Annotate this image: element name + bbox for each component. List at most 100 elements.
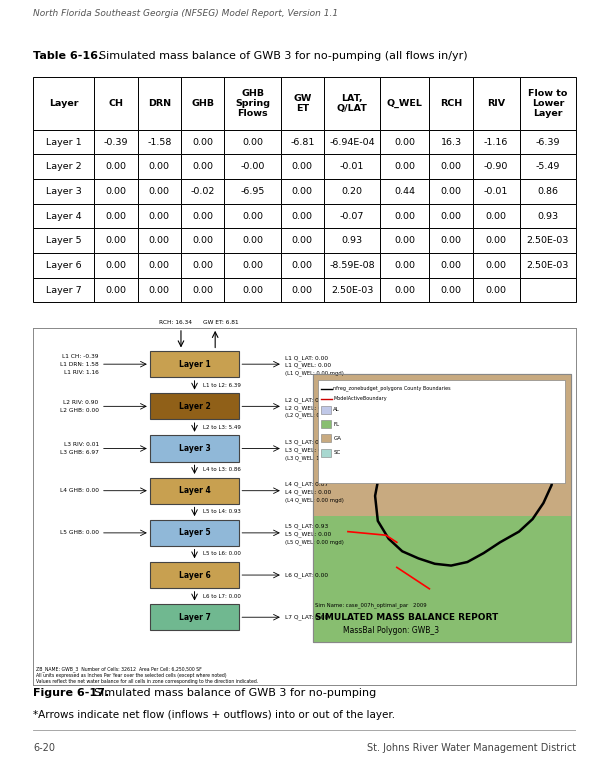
Bar xyxy=(281,155,324,179)
Text: Layer 1: Layer 1 xyxy=(46,138,82,147)
Text: -0.07: -0.07 xyxy=(340,211,364,221)
Bar xyxy=(94,228,138,253)
Bar xyxy=(324,228,380,253)
Bar xyxy=(430,204,473,228)
Text: GHB: GHB xyxy=(191,99,214,108)
Bar xyxy=(520,179,576,204)
Text: Layer 2: Layer 2 xyxy=(46,162,82,171)
Text: RCH: 16.34: RCH: 16.34 xyxy=(159,320,192,326)
Bar xyxy=(430,130,473,155)
Text: AL: AL xyxy=(333,407,340,413)
Bar xyxy=(321,434,331,442)
Text: -6.95: -6.95 xyxy=(241,187,265,196)
Bar xyxy=(94,155,138,179)
Text: 0.00: 0.00 xyxy=(106,187,127,196)
Bar xyxy=(224,155,281,179)
Text: 0.00: 0.00 xyxy=(394,138,415,147)
Text: L3 RIV: 0.01: L3 RIV: 0.01 xyxy=(64,442,99,447)
Text: nfreg_zonebudget_polygons County Boundaries: nfreg_zonebudget_polygons County Boundar… xyxy=(333,385,451,391)
Text: -8.59E-08: -8.59E-08 xyxy=(329,261,375,270)
Text: SC: SC xyxy=(333,450,341,455)
Bar xyxy=(33,179,94,204)
Text: Layer 7: Layer 7 xyxy=(179,613,211,622)
Text: 0.00: 0.00 xyxy=(149,236,170,246)
Text: 0.00: 0.00 xyxy=(486,261,507,270)
Bar xyxy=(181,253,224,277)
Text: L5 GHB: 0.00: L5 GHB: 0.00 xyxy=(60,531,99,535)
Text: Flow to
Lower
Layer: Flow to Lower Layer xyxy=(528,89,568,118)
Bar xyxy=(380,130,430,155)
Text: 0.93: 0.93 xyxy=(537,211,559,221)
Text: Simulated mass balance of GWB 3 for no-pumping: Simulated mass balance of GWB 3 for no-p… xyxy=(94,688,376,698)
Text: 0.00: 0.00 xyxy=(394,285,415,294)
Bar xyxy=(324,155,380,179)
Text: L1 Q_LAT: 0.00: L1 Q_LAT: 0.00 xyxy=(286,355,329,361)
Text: Layer 6: Layer 6 xyxy=(46,261,82,270)
Text: 0.00: 0.00 xyxy=(106,236,127,246)
Text: 0.00: 0.00 xyxy=(106,261,127,270)
Bar xyxy=(138,277,181,302)
Text: (L3 Q_WEL: 152.94 mgd): (L3 Q_WEL: 152.94 mgd) xyxy=(286,455,351,461)
Text: 16.3: 16.3 xyxy=(440,138,461,147)
Bar xyxy=(94,179,138,204)
Text: 0.00: 0.00 xyxy=(394,261,415,270)
Text: 0.00: 0.00 xyxy=(440,211,461,221)
Bar xyxy=(430,277,473,302)
Bar xyxy=(150,351,239,377)
Bar xyxy=(380,228,430,253)
Bar xyxy=(473,228,520,253)
Text: -0.01: -0.01 xyxy=(340,162,364,171)
Text: SIMULATED MASS BALANCE REPORT: SIMULATED MASS BALANCE REPORT xyxy=(316,613,499,622)
Bar xyxy=(138,155,181,179)
Text: L4 to L3: 0.86: L4 to L3: 0.86 xyxy=(203,467,241,472)
Text: L2 GHB: 0.00: L2 GHB: 0.00 xyxy=(60,408,99,413)
Text: GW
ET: GW ET xyxy=(293,94,311,113)
Text: L5 to L4: 0.93: L5 to L4: 0.93 xyxy=(203,509,241,514)
Bar xyxy=(430,78,473,130)
Bar xyxy=(181,277,224,302)
Bar xyxy=(281,228,324,253)
Text: (L1 Q_WEL: 0.00 mgd): (L1 Q_WEL: 0.00 mgd) xyxy=(286,371,344,376)
Bar xyxy=(138,204,181,228)
Text: 0.00: 0.00 xyxy=(292,162,313,171)
Text: 0.00: 0.00 xyxy=(242,138,263,147)
Text: 0.00: 0.00 xyxy=(149,211,170,221)
Text: 0.86: 0.86 xyxy=(538,187,559,196)
Text: 0.00: 0.00 xyxy=(149,187,170,196)
Bar xyxy=(150,478,239,503)
Bar xyxy=(33,228,94,253)
Bar xyxy=(138,130,181,155)
Text: ZB_NAME: GWB_3  Number of Cells: 32612  Area Per Cell: 6,250,500 SF
All units ex: ZB_NAME: GWB_3 Number of Cells: 32612 Ar… xyxy=(36,666,258,684)
Text: 2.50E-03: 2.50E-03 xyxy=(527,261,569,270)
Bar xyxy=(430,253,473,277)
Bar xyxy=(380,78,430,130)
Text: L4 Q_LAT: 0.07: L4 Q_LAT: 0.07 xyxy=(286,482,329,487)
Text: RIV: RIV xyxy=(487,99,505,108)
Text: L1 to L2: 6.39: L1 to L2: 6.39 xyxy=(203,383,241,388)
Text: 0.20: 0.20 xyxy=(341,187,362,196)
Bar xyxy=(224,204,281,228)
Bar xyxy=(281,130,324,155)
Text: 0.00: 0.00 xyxy=(192,261,213,270)
Text: 0.00: 0.00 xyxy=(242,261,263,270)
Text: 0.00: 0.00 xyxy=(242,236,263,246)
Bar xyxy=(224,179,281,204)
Text: -6.81: -6.81 xyxy=(290,138,314,147)
Bar xyxy=(224,228,281,253)
Text: L3 Q_LAT: 0.20: L3 Q_LAT: 0.20 xyxy=(286,439,329,445)
Bar xyxy=(150,562,239,588)
Bar xyxy=(324,277,380,302)
Bar xyxy=(473,78,520,130)
Bar xyxy=(473,130,520,155)
Bar xyxy=(321,406,331,413)
Bar xyxy=(138,78,181,130)
Text: Layer 7: Layer 7 xyxy=(46,285,82,294)
Text: L2 to L3: 5.49: L2 to L3: 5.49 xyxy=(203,425,241,430)
Text: *Arrows indicate net flow (inflows + outflows) into or out of the layer.: *Arrows indicate net flow (inflows + out… xyxy=(33,710,395,720)
Text: Table 6-16.: Table 6-16. xyxy=(33,51,102,61)
Text: (L4 Q_WEL: 0.00 mgd): (L4 Q_WEL: 0.00 mgd) xyxy=(286,497,344,503)
Bar xyxy=(380,179,430,204)
Bar xyxy=(181,130,224,155)
Text: (L2 Q_WEL: 0.00 mgd): (L2 Q_WEL: 0.00 mgd) xyxy=(286,413,344,419)
Text: 0.00: 0.00 xyxy=(440,236,461,246)
